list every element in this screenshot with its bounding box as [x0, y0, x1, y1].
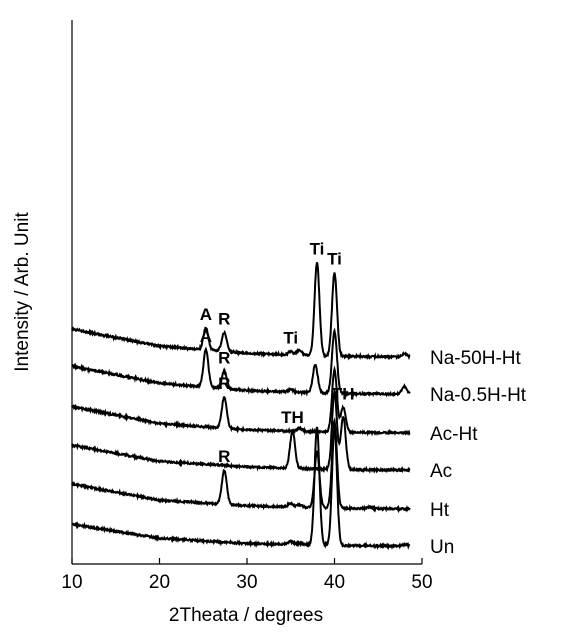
- series-label: Na-0.5H-Ht: [430, 385, 527, 406]
- peak-annotation: Ti: [327, 250, 342, 269]
- x-tick-label: 40: [324, 572, 345, 593]
- peak-annotation: R: [218, 310, 230, 329]
- sample-labels: Un Ht Ac Ac-Ht Na-0.5H-Ht Na-50H-Ht: [430, 348, 527, 558]
- peak-annotation: A: [200, 327, 212, 346]
- x-axis-title: 2Theata / degrees: [169, 605, 323, 626]
- x-tick-label: 10: [61, 572, 82, 593]
- series-line-ac: [71, 388, 411, 474]
- series-label: Ac: [430, 461, 452, 482]
- series-label: Na-50H-Ht: [430, 348, 522, 369]
- x-tick-label: 50: [411, 572, 432, 593]
- x-ticks: 10 20 30 40 50: [61, 558, 433, 593]
- series-line-na-50h-ht: [71, 262, 411, 362]
- series-label: Ht: [430, 500, 450, 521]
- series-label: Ac-Ht: [430, 424, 478, 445]
- x-tick-label: 30: [236, 572, 257, 593]
- axes: [71, 20, 422, 565]
- peak-annotation: A: [200, 305, 212, 324]
- x-tick-label: 20: [149, 572, 170, 593]
- peak-annotation: R: [218, 349, 230, 368]
- peak-annotation: R: [218, 374, 230, 393]
- series-line-un: [72, 426, 411, 551]
- peak-annotation: Ti: [283, 329, 298, 348]
- peak-annotation: TH: [332, 385, 355, 404]
- peak-annotation: TH: [281, 408, 304, 427]
- series-line-na-0-5h-ht: [71, 327, 411, 398]
- series-line-ac-ht: [71, 365, 411, 437]
- peak-annotation: R: [218, 447, 230, 466]
- y-axis-title: Intensity / Arb. Unit: [12, 212, 33, 372]
- peak-annotation: Ti: [310, 240, 325, 259]
- series-label: Un: [430, 537, 454, 558]
- series-layer: [71, 262, 411, 551]
- series-line-ht: [71, 417, 411, 514]
